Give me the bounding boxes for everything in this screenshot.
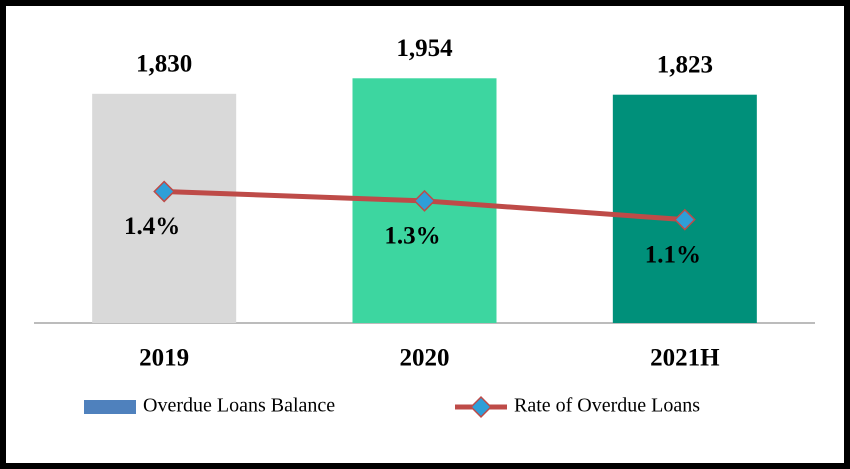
x-tick-label: 2021H [650,345,720,372]
marker [673,208,696,231]
value-label: 1.4% [124,213,180,240]
value-label: 1,830 [136,51,192,78]
marker [413,189,436,212]
value-label: 1.1% [645,241,701,268]
bar [92,93,237,323]
legend-label: Rate of Overdue Loans [514,395,700,417]
legend-swatch [84,400,136,414]
legend-marker [470,396,492,418]
value-label: 1,954 [396,35,453,62]
value-label: 1,823 [657,51,713,78]
legend-label: Overdue Loans Balance [143,395,335,417]
marker [153,180,176,203]
x-tick-label: 2019 [139,345,189,372]
value-label: 1.3% [384,223,440,250]
x-tick-label: 2020 [400,345,450,372]
